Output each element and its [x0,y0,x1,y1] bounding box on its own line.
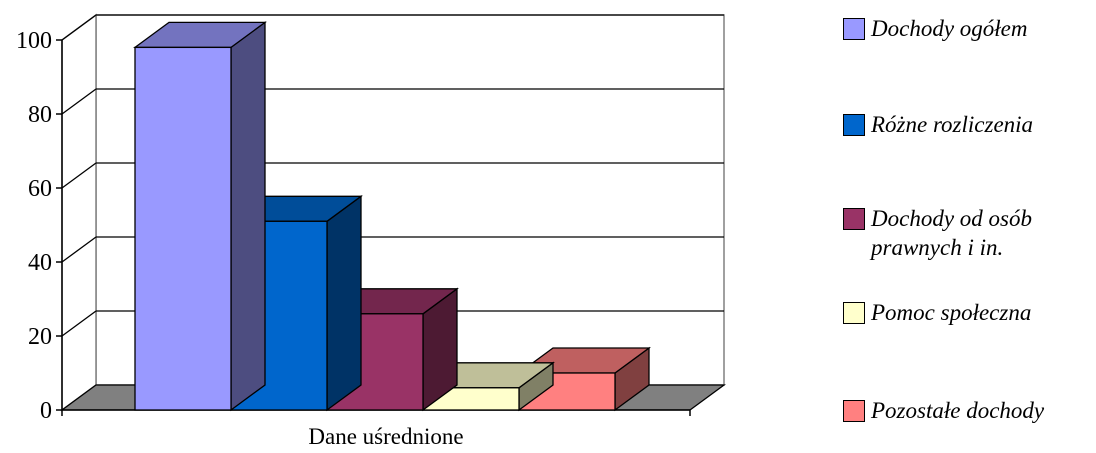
y-tick-label: 0 [40,398,52,424]
y-tick-label: 40 [28,250,52,276]
gridline [61,88,97,115]
gridline [61,14,97,41]
side-wall [61,13,97,412]
gridline [61,162,97,189]
legend-item-pozostale-dochody: Pozostałe dochody [843,396,1091,425]
bar-side [326,195,362,412]
y-axis: 0 20 40 60 80 100 [16,28,691,424]
legend-swatch [843,208,865,230]
y-tick-label: 100 [16,28,52,54]
bar-chart: 0 20 40 60 80 100 Dane uśrednione [16,13,726,449]
gridline [61,310,97,337]
legend-swatch [843,400,865,422]
bar-dochody-ogółem [133,21,267,412]
gridline [61,236,97,263]
y-tick-label: 20 [28,324,52,350]
legend-item-pomoc-spoleczna: Pomoc społeczna [843,298,1091,327]
legend-label: Pozostałe dochody [871,398,1045,423]
legend-label: Różne rozliczenia [871,112,1034,137]
legend-swatch [843,18,865,40]
legend-swatch [843,302,865,324]
legend-label: Pomoc społeczna [871,300,1032,325]
x-axis-label: Dane uśrednione [308,424,463,449]
bar-side [230,21,266,412]
y-tick-label: 60 [28,176,52,202]
bar-front [134,46,232,411]
legend-item-dochody-ogolem: Dochody ogółem [843,14,1091,43]
legend-item-dochody-od-osob-prawnych: Dochody od osób prawnych i in. [843,204,1061,262]
legend-label: Dochody od osób prawnych i in. [871,206,1032,260]
bar-series [133,21,651,412]
legend-swatch [843,114,865,136]
legend-item-rozne-rozliczenia: Różne rozliczenia [843,110,1091,139]
legend: Dochody ogółem Różne rozliczenia Dochody… [843,0,1096,453]
y-tick-label: 80 [28,102,52,128]
legend-label: Dochody ogółem [871,16,1028,41]
